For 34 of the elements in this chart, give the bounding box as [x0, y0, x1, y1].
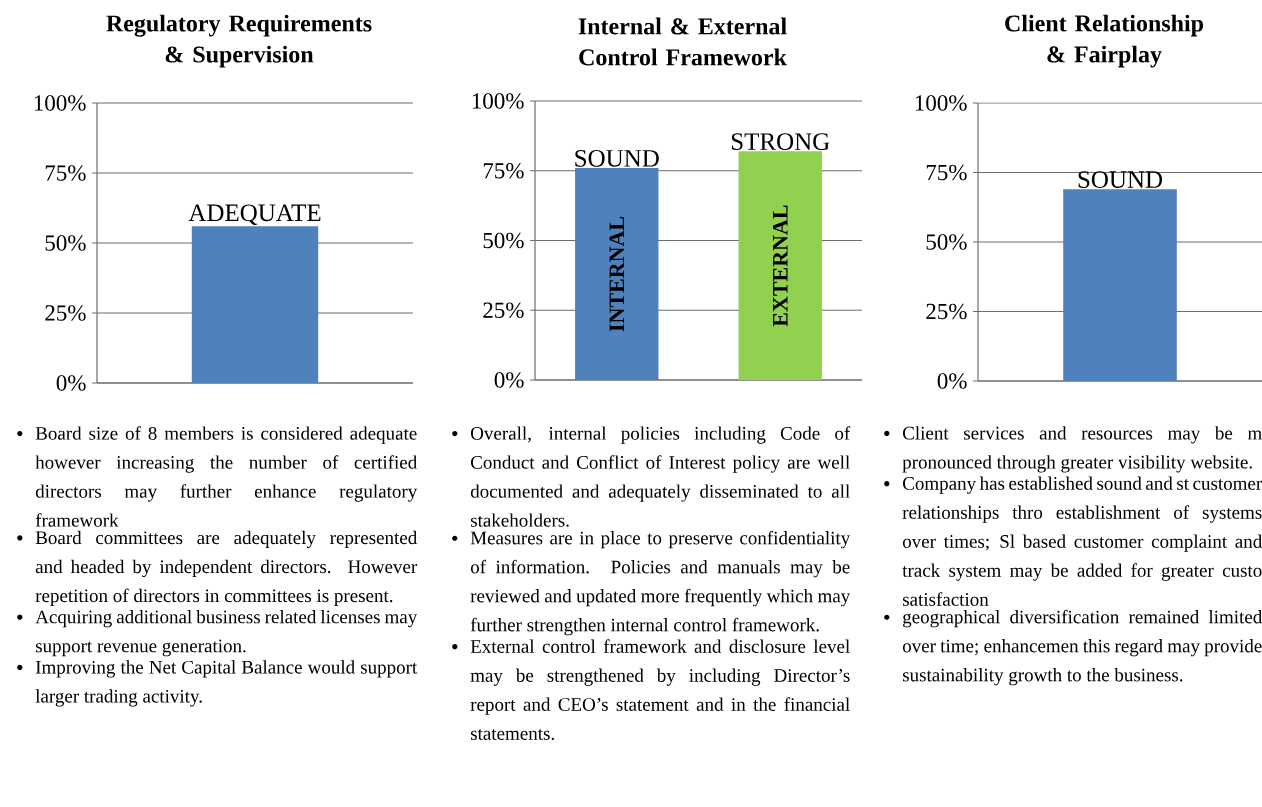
- chart-title: Internal & External Control Framework: [578, 17, 787, 66]
- y-tick-label: 100%: [472, 93, 524, 109]
- chart-title: Regulatory Requirements & Supervision: [106, 14, 372, 68]
- text: Board size of 8 members is considered adequate however increasing the number of certified directors may further enhance regulatory framework: [35, 426, 418, 527]
- y-tick-label: 50%: [45, 235, 86, 251]
- text: Board committees are adequately represented and headed by independent directors. However repetition of directors in committees is present.: [35, 530, 418, 606]
- text: Acquiring additional business related licenses may support revenue generation.: [35, 610, 418, 657]
- y-tick-label: 75%: [45, 165, 86, 181]
- y-tick-label: 0%: [494, 372, 524, 388]
- y-tick-label: 0%: [937, 373, 967, 389]
- y-tick-label: 50%: [926, 234, 967, 250]
- x-tick-label: INTERNAL: [609, 216, 625, 332]
- text: Company has established sound and st customer relationships thro establishment of systems over times; Sl based customer complaint and track system may be added for greater custo satisfaction: [902, 476, 1262, 606]
- y-tick-label: 100%: [34, 95, 86, 111]
- y-tick-label: 75%: [483, 162, 524, 179]
- text: External control framework and disclosure level may be strengthened by including Director’s report and CEO’s statement and in the financial statements.: [470, 639, 850, 740]
- text: Improving the Net Capital Balance would support larger trading activity.: [35, 660, 418, 707]
- data-label: ADEQUATE: [188, 204, 321, 225]
- y-tick-label: 25%: [926, 303, 967, 320]
- x-tick-label: EXTERNAL: [772, 205, 788, 327]
- chart-title: Client Relationship & Fairplay: [1005, 14, 1204, 68]
- data-label: SOUND: [575, 149, 659, 167]
- y-tick-label: 50%: [483, 232, 524, 249]
- text: Overall, internal policies including Code of Conduct and Conflict of Interest policy are well documented and adequately disseminated to all stakeholders.: [470, 426, 851, 527]
- y-tick-label: 100%: [915, 95, 967, 111]
- data-label: STRONG: [731, 133, 830, 151]
- y-tick-label: 75%: [926, 164, 967, 181]
- text: Client services and resources may be m pronounced through greater visibility website.: [902, 426, 1262, 473]
- text: geographical diversification remained limited over time; enhancemen this regard may provide sustainability growth to the business.: [902, 609, 1262, 686]
- data-label: SOUND: [1078, 171, 1163, 188]
- y-tick-label: 25%: [483, 302, 524, 319]
- y-tick-label: 25%: [45, 305, 86, 321]
- text: Measures are in place to preserve confidentiality of information. Policies and manuals may be reviewed and updated more frequently which may further strengthen internal control framework.: [470, 530, 851, 636]
- y-tick-label: 0%: [56, 375, 86, 391]
